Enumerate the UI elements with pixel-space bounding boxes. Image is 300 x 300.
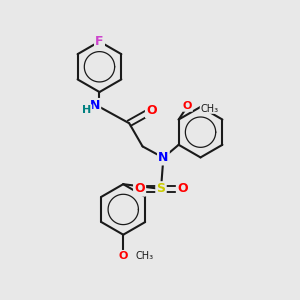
Text: N: N (90, 99, 100, 112)
Text: H: H (82, 105, 91, 115)
Text: CH₃: CH₃ (200, 103, 218, 113)
Text: F: F (95, 35, 104, 48)
Text: O: O (177, 182, 188, 195)
Text: O: O (134, 182, 145, 195)
Text: O: O (183, 101, 192, 111)
Text: S: S (157, 182, 166, 195)
Text: N: N (158, 151, 169, 164)
Text: CH₃: CH₃ (135, 250, 153, 260)
Text: O: O (146, 104, 157, 117)
Text: O: O (118, 250, 128, 260)
Text: F: F (95, 35, 104, 48)
